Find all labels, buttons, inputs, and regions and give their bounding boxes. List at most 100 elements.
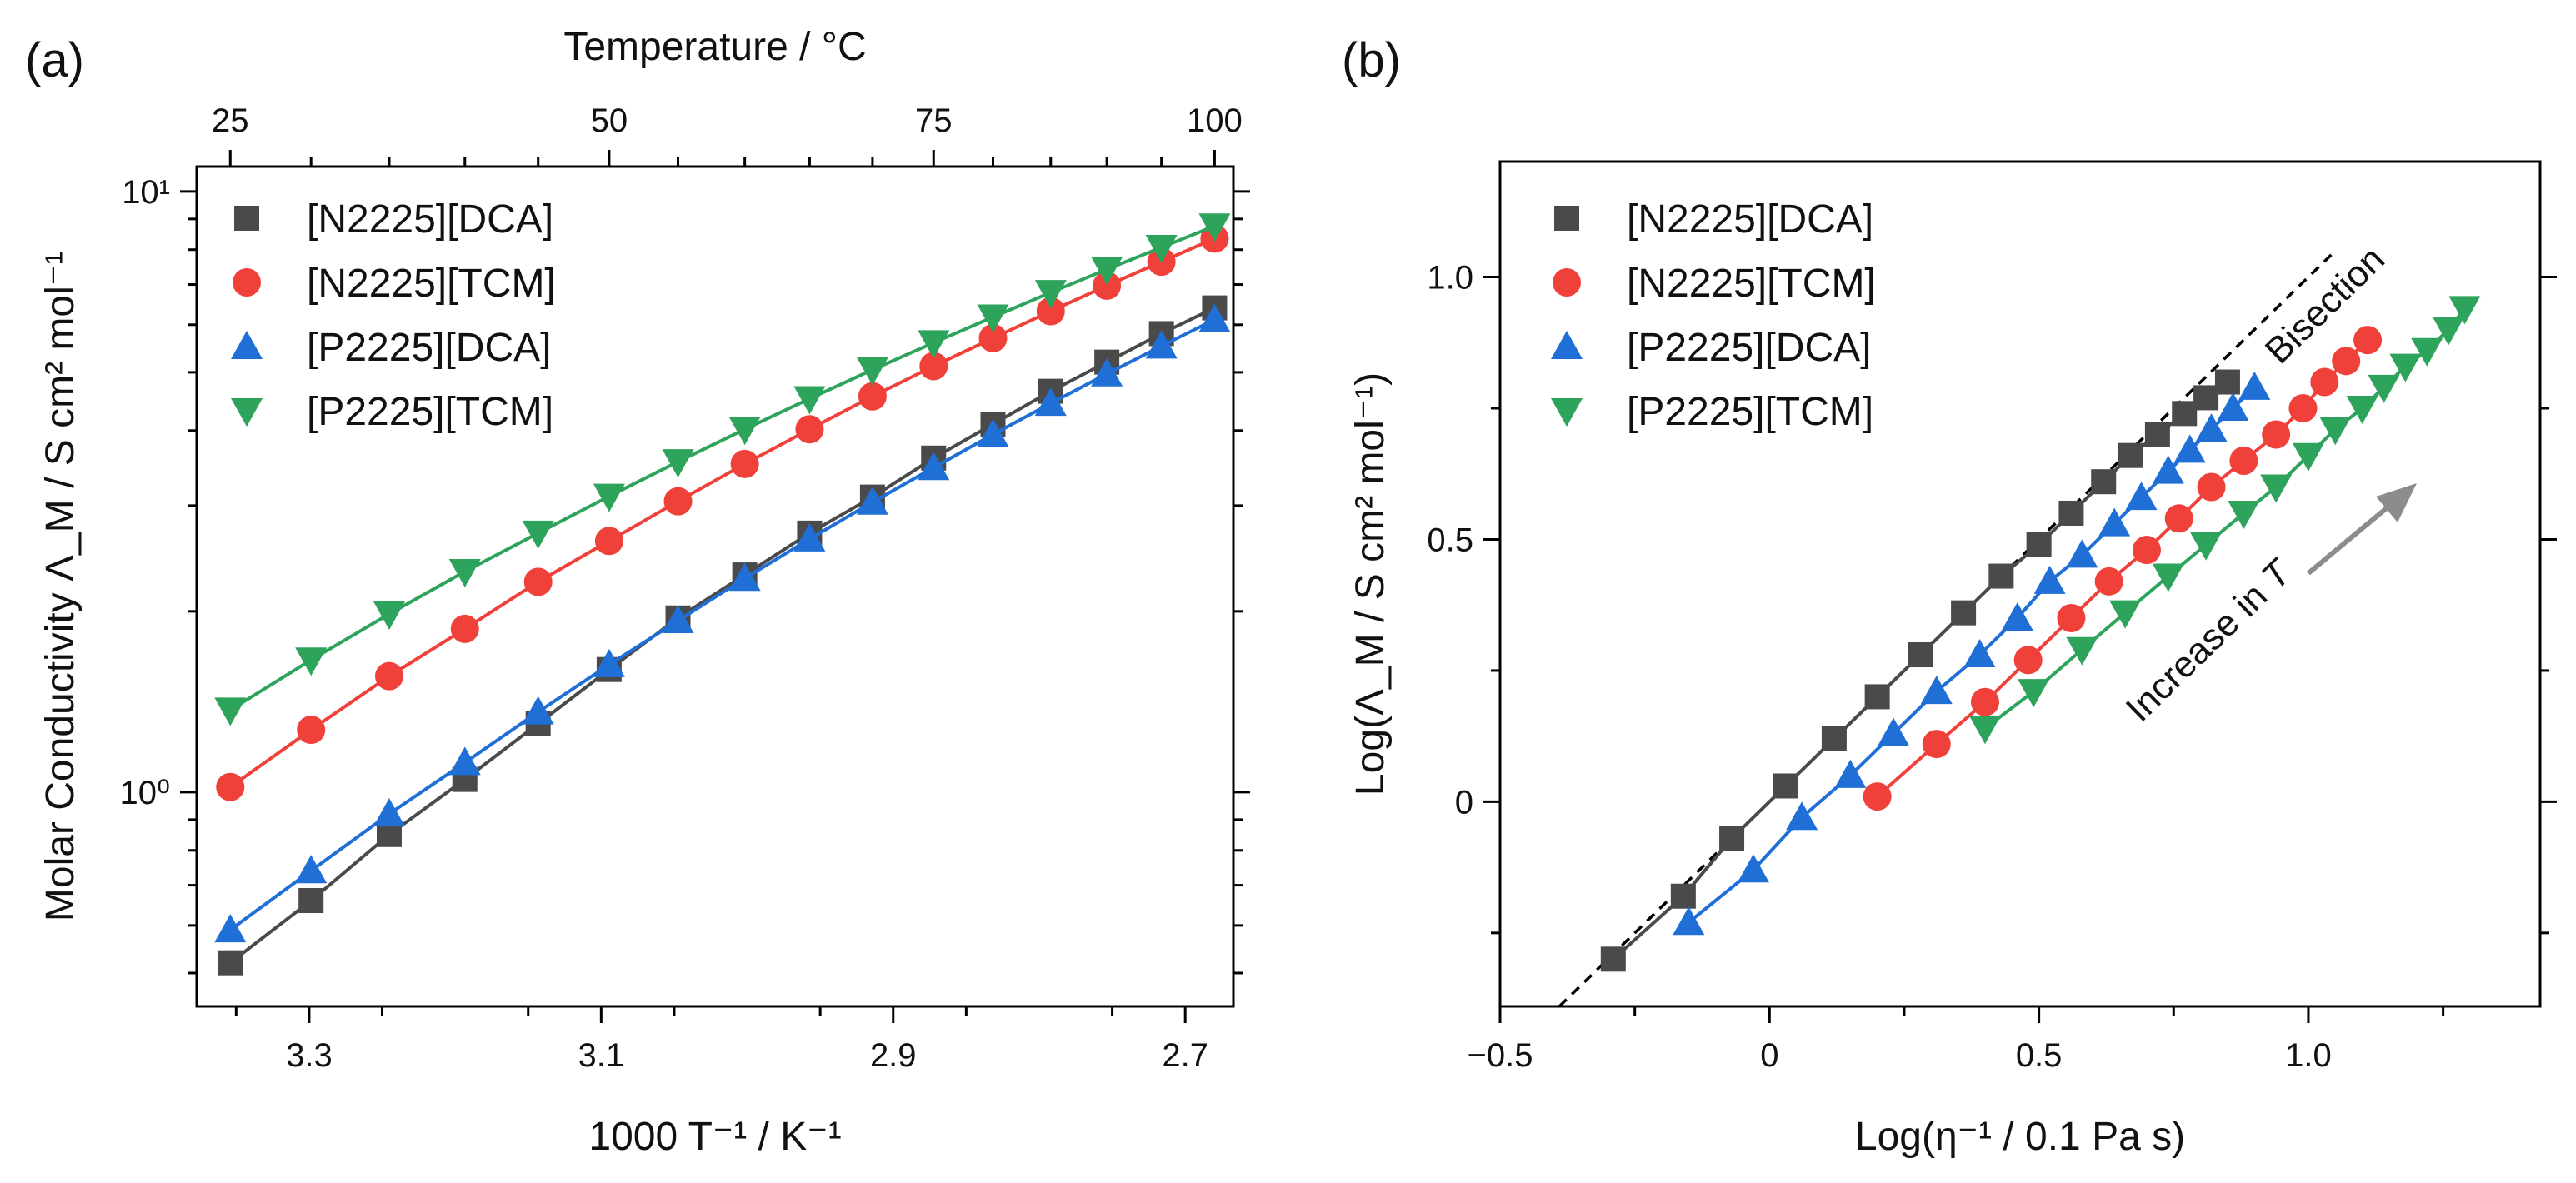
panel-a-series-2-point-4 bbox=[450, 614, 479, 643]
panel-b-bisection-line bbox=[1558, 249, 2337, 1006]
panel-a-top-tick-label-1: 25 bbox=[212, 102, 249, 139]
panel-b-series-1-point-16 bbox=[2193, 385, 2219, 411]
panel-a-series-2-point-14 bbox=[1093, 271, 1122, 300]
panel-b-series-4-point-10 bbox=[2319, 417, 2352, 446]
panel-a-legend-label-1: [N2225][DCA] bbox=[307, 197, 553, 242]
panel-b-legend-marker-4 bbox=[1551, 398, 1583, 427]
panel-b-y-tick-label-1: 0 bbox=[1455, 784, 1473, 821]
panel-a-series-2-point-13 bbox=[1036, 297, 1065, 326]
panel-b-series-2-point-2 bbox=[1922, 730, 1951, 759]
panel-b-series-4-point-11 bbox=[2346, 396, 2378, 425]
panel-a-series-3-point-8 bbox=[728, 562, 761, 592]
panel-a-series-4-point-7 bbox=[662, 449, 694, 478]
panel-a-series-4-point-2 bbox=[295, 647, 328, 676]
panel-a-series-4-point-12 bbox=[977, 304, 1009, 333]
panel-b-x-tick-label-3: 0.5 bbox=[2016, 1037, 2063, 1074]
panel-b-series-1-point-14 bbox=[2144, 422, 2170, 447]
panel-a-series-3-point-4 bbox=[448, 746, 481, 776]
panel-b-series-3-point-17 bbox=[2238, 371, 2271, 400]
panel-b-series-4-point-5 bbox=[2152, 563, 2184, 592]
panel-a-series-line-2 bbox=[229, 237, 1216, 789]
panel-b-increase-label-italic: T bbox=[2254, 551, 2301, 597]
panel-b-series-3-point-4 bbox=[1834, 759, 1867, 788]
panel-a-series-4-point-15 bbox=[1145, 234, 1178, 263]
panel-a-series-3-point-12 bbox=[977, 418, 1009, 447]
panel-a-legend-marker-2 bbox=[233, 268, 261, 297]
panel-a-x-tick-label-1: 3.3 bbox=[286, 1037, 333, 1074]
panel-a-series-4-point-6 bbox=[593, 483, 625, 512]
panel-a-series-3-point-3 bbox=[373, 798, 405, 827]
panel-b-increase-label: Increase in T bbox=[2118, 551, 2301, 730]
panel-b-series-2-point-3 bbox=[1970, 687, 1999, 716]
panel-b-series-3-point-10 bbox=[2066, 539, 2098, 568]
panel-b-series-3-point-7 bbox=[1963, 639, 1996, 668]
panel-a-series-2-point-12 bbox=[978, 323, 1008, 352]
panel-a-legend-marker-1 bbox=[234, 206, 259, 231]
panel-a-series-3-point-15 bbox=[1145, 330, 1178, 359]
panel-a-series-2-point-11 bbox=[919, 352, 948, 381]
panel-b-series-3-point-13 bbox=[2152, 455, 2184, 484]
panel-b-series-2-point-6 bbox=[2094, 567, 2123, 596]
panel-b-plot-frame bbox=[1498, 160, 2542, 1008]
panel-a-series-2-point-2 bbox=[297, 716, 326, 745]
panel-a-series-3-point-11 bbox=[918, 452, 950, 481]
panel-b-increase-arrow-shaft bbox=[2307, 500, 2395, 576]
panel-a-series-3-point-13 bbox=[1034, 387, 1067, 417]
panel-b-series-2-point-5 bbox=[2057, 603, 2086, 632]
panel-b-series-4-point-16 bbox=[2448, 296, 2481, 325]
panel-a-series-2-point-7 bbox=[663, 487, 693, 516]
panel-a-top-axis-title: Temperature / °C bbox=[563, 25, 866, 69]
panel-b-series-2-point-8 bbox=[2164, 504, 2193, 533]
panel-b-series-1-point-7 bbox=[1908, 642, 1933, 668]
panel-b-series-4-point-15 bbox=[2433, 317, 2465, 346]
panel-a-series-4-point-3 bbox=[373, 601, 405, 630]
panel-b-series-3-point-15 bbox=[2195, 413, 2228, 442]
panel-a-series-2-point-6 bbox=[594, 527, 623, 556]
panel-a-x-tick-label-3: 2.9 bbox=[870, 1037, 917, 1074]
panel-a-series-line-1 bbox=[229, 306, 1216, 965]
panel-b: −0.5 0 0.5 1.0 0 0.5 1.0 Log(η⁻¹ / 0.1 Pa s) Log… bbox=[1342, 33, 2557, 1159]
panel-a-top-tick-label-4: 100 bbox=[1187, 102, 1243, 139]
panel-b-series-3-point-8 bbox=[2001, 601, 2033, 631]
panel-a-series-line-3 bbox=[229, 317, 1216, 931]
panel-a-series-4-point-1 bbox=[214, 697, 247, 726]
panel-b-legend-marker-1 bbox=[1554, 206, 1579, 231]
panel-a-y-tick-label-2: 10¹ bbox=[122, 174, 170, 211]
panel-b-series-1-point-12 bbox=[2091, 469, 2117, 495]
panel-b-series-1-point-1 bbox=[1600, 946, 1626, 972]
panel-b-series-2-point-13 bbox=[2310, 367, 2339, 397]
panel-b-series-4-point-8 bbox=[2260, 474, 2293, 503]
panel-a-legend-label-3: [P2225][DCA] bbox=[307, 326, 551, 370]
panel-b-series-1-point-10 bbox=[2026, 532, 2052, 557]
panel-a-series-3-point-7 bbox=[662, 605, 694, 634]
panel-a-series-2-point-8 bbox=[730, 449, 759, 478]
panel-b-series-4-point-6 bbox=[2190, 532, 2223, 561]
panel-b-y-tick-label-2: 0.5 bbox=[1427, 522, 1473, 558]
panel-b-series-4-point-2 bbox=[2018, 679, 2050, 708]
panel-b-x-tick-label-4: 1.0 bbox=[2285, 1037, 2332, 1074]
panel-a-series-line-4 bbox=[229, 224, 1216, 712]
panel-b-series-line-1 bbox=[1612, 380, 2229, 961]
panel-b-x-tick-label-2: 0 bbox=[1760, 1037, 1778, 1074]
panel-b-y-axis-title: Log(Λ_M / S cm² mol⁻¹) bbox=[1348, 372, 1393, 796]
panel-a-legend-marker-4 bbox=[231, 398, 263, 427]
panel-b-series-3-point-12 bbox=[2125, 482, 2158, 511]
panel-b-x-axis-title: Log(η⁻¹ / 0.1 Pa s) bbox=[1855, 1115, 2185, 1159]
panel-b-label: (b) bbox=[1342, 33, 1401, 87]
panel-b-series-2-point-1 bbox=[1863, 782, 1892, 811]
panel-a-series-4-point-9 bbox=[793, 386, 826, 415]
panel-b-series-4-point-7 bbox=[2228, 500, 2260, 529]
panel-b-series-2-point-7 bbox=[2132, 536, 2161, 565]
panel-a: 3.3 3.1 2.9 2.7 25 50 75 100 10⁰ 10¹ 1000 T⁻¹ / K⁻… bbox=[25, 25, 1250, 1159]
panel-a-legend-label-2: [N2225][TCM] bbox=[307, 262, 556, 306]
panel-b-increase-arrow-head bbox=[2376, 483, 2417, 522]
panel-b-series-4-point-4 bbox=[2109, 600, 2142, 629]
panel-a-series-3-point-1 bbox=[214, 914, 247, 943]
panel-a-plot-frame bbox=[195, 165, 1235, 1008]
panel-a-x-tick-label-2: 3.1 bbox=[578, 1037, 625, 1074]
panel-b-series-3-point-2 bbox=[1737, 854, 1769, 883]
panel-a-legend-label-4: [P2225][TCM] bbox=[307, 390, 553, 434]
panel-b-series-2-point-15 bbox=[2353, 326, 2383, 355]
panel-b-legend-marker-3 bbox=[1551, 331, 1583, 359]
panel-a-series-3-point-10 bbox=[856, 486, 888, 515]
